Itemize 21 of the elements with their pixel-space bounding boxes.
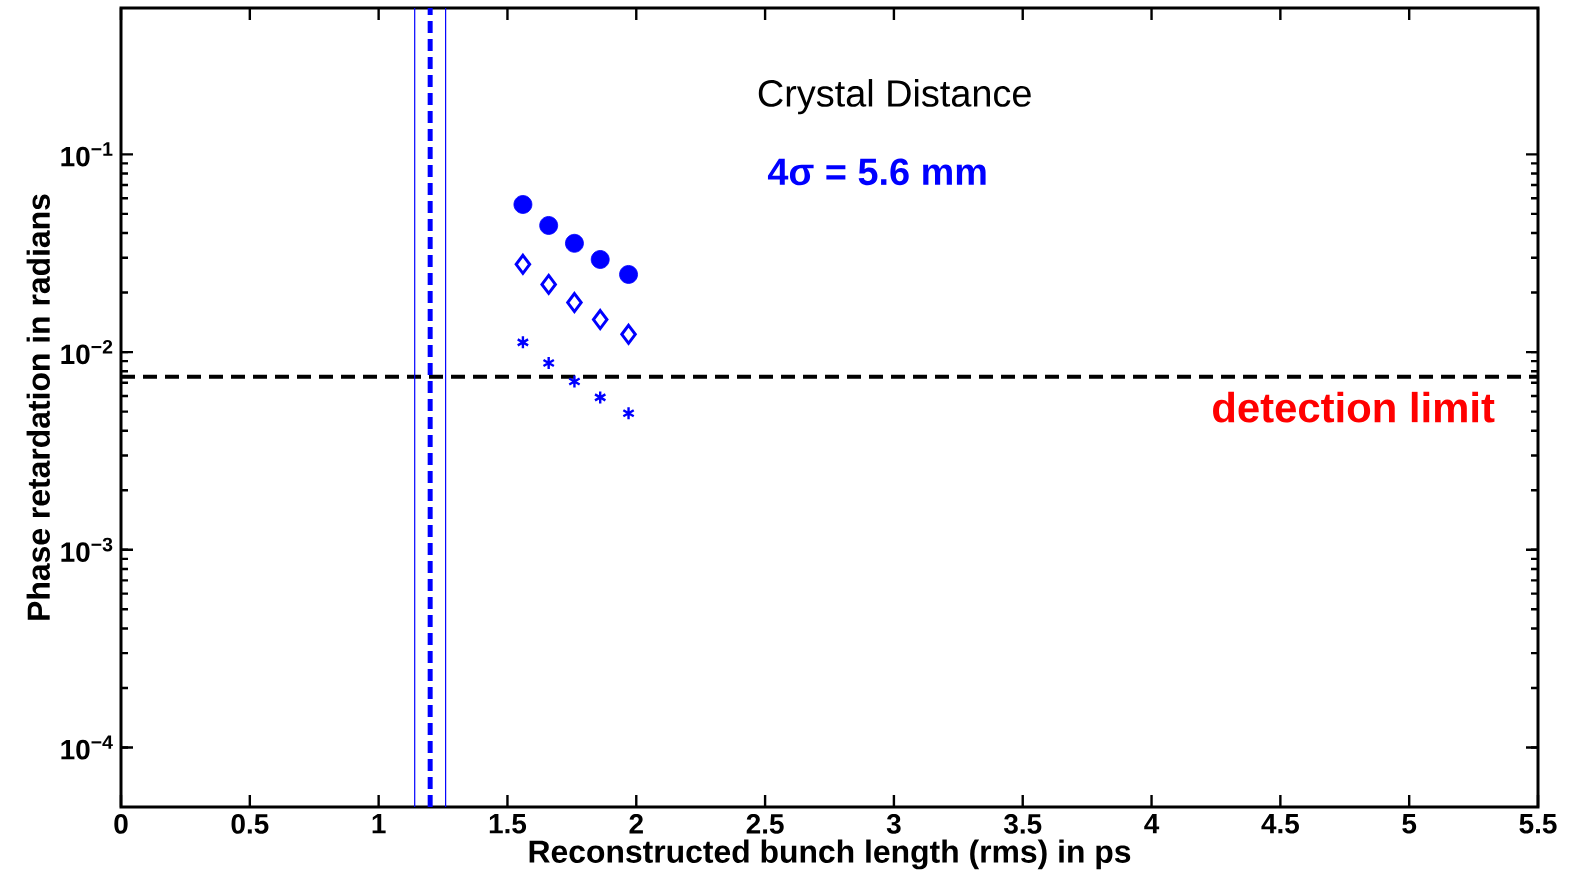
x-tick-label: 3.5: [1003, 814, 1042, 834]
x-tick-label: 5.5: [1519, 814, 1557, 834]
x-axis-title: Reconstructed bunch length (rms) in ps: [529, 839, 1131, 870]
x-tick-label: 0.5: [231, 814, 269, 834]
x-tick-label: 4.5: [1261, 814, 1299, 834]
y-tick-label: 10$^{−2}$: [61, 339, 113, 365]
ref-line-label: detection limit: [1213, 391, 1495, 423]
x-tick-label: 3: [886, 814, 901, 834]
y-axis-title: Phase retardation in radians: [26, 194, 50, 620]
y-tick-label: 10$^{−1}$: [61, 142, 113, 167]
x-tick-label: 4: [1144, 814, 1160, 834]
x-tick-label: 5: [1402, 814, 1417, 834]
y-tick-label: 10$^{−4}$: [61, 735, 113, 760]
x-tick-label: 1: [372, 814, 386, 834]
x-tick-label: 0: [114, 814, 128, 834]
y-tick-label: 10$^{−3}$: [61, 537, 113, 562]
x-tick-label: 2: [629, 814, 643, 834]
annotation: 4σ = 5.6 mm: [767, 158, 986, 186]
x-tick-label: 1.5: [489, 814, 527, 834]
text: Crystal Distance: [758, 79, 1031, 115]
x-tick-label: 2.5: [746, 814, 784, 834]
